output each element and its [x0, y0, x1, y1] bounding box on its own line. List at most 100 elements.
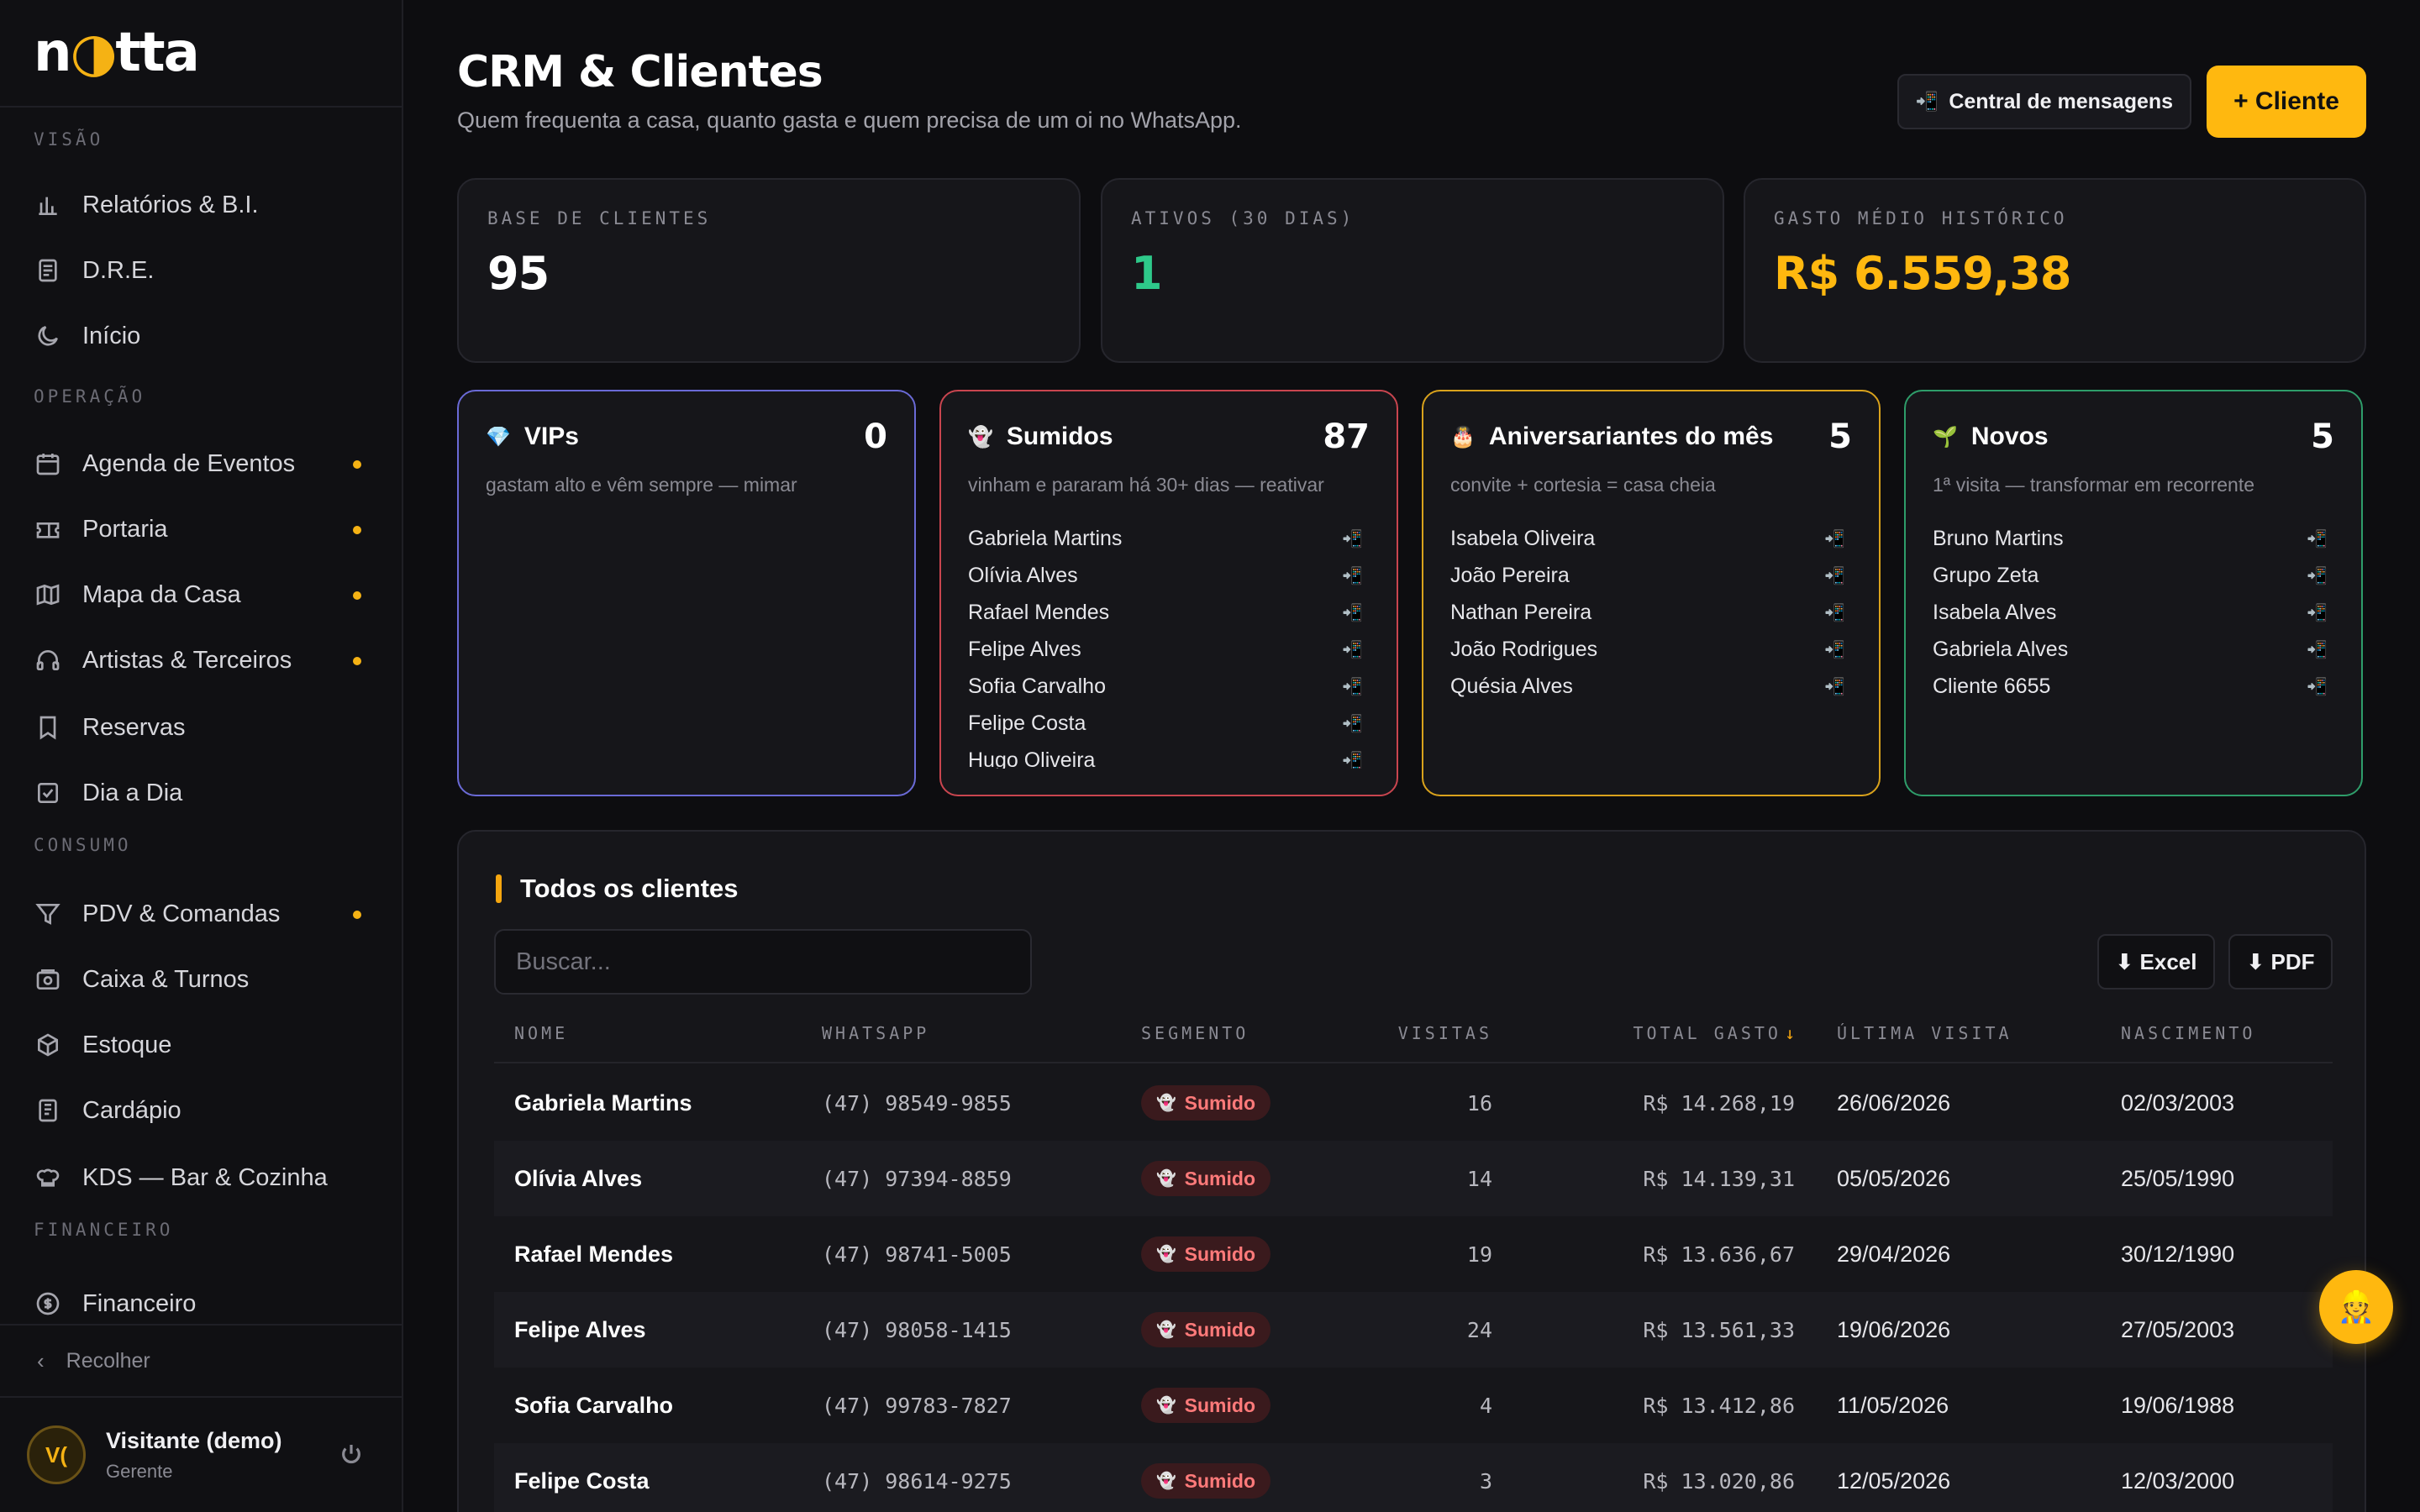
user-profile[interactable]: V( Visitante (demo) Gerente	[27, 1423, 380, 1487]
col-ultima-visita[interactable]: ÚLTIMA VISITA	[1837, 1023, 2012, 1043]
sidebar-item-d-r-e[interactable]: D.R.E.	[20, 244, 376, 297]
status-dot	[353, 911, 361, 919]
client-name[interactable]: Olívia Alves	[514, 1165, 643, 1191]
segment-aniversariantes[interactable]: 🎂 Aniversariantes do mês 5 convite + cortes…	[1422, 390, 1881, 796]
notta-logo[interactable]: n ◑ tta	[34, 22, 200, 84]
phone-icon: 📲	[1915, 91, 1939, 112]
client-name[interactable]: Rafael Mendes	[514, 1241, 674, 1267]
list-item[interactable]: João Rodrigues 📲	[1450, 631, 1852, 668]
list-item[interactable]: Isabela Alves 📲	[1933, 594, 2334, 631]
sidebar-item-reservas[interactable]: Reservas	[20, 701, 376, 754]
total-spent: R$ 13.412,86	[1643, 1393, 1795, 1418]
whatsapp-icon[interactable]: 📲	[1342, 566, 1363, 585]
whatsapp-icon[interactable]: 📲	[1342, 677, 1363, 696]
sidebar-item-financeiro[interactable]: Financeiro	[20, 1277, 376, 1331]
whatsapp-icon[interactable]: 📲	[1342, 603, 1363, 622]
table-row[interactable]: Felipe Alves (47) 98058-1415 👻 Sumido 24 R$ 1…	[494, 1292, 2333, 1368]
sidebar-item-artistas-terceiros[interactable]: Artistas & Terceiros	[20, 633, 376, 687]
list-item[interactable]: Isabela Oliveira 📲	[1450, 520, 1852, 557]
client-name[interactable]: Felipe Alves	[514, 1316, 646, 1342]
whatsapp-icon[interactable]: 📲	[1342, 751, 1363, 769]
power-icon[interactable]	[338, 1441, 365, 1468]
list-item[interactable]: Sofia Carvalho 📲	[968, 668, 1370, 705]
stat-value: 95	[487, 247, 550, 300]
whatsapp-icon[interactable]: 📲	[2307, 529, 2328, 549]
list-item[interactable]: Cliente 6655 📲	[1933, 668, 2334, 705]
whatsapp-icon[interactable]: 📲	[1342, 640, 1363, 659]
sidebar-item-agenda-de-eventos[interactable]: Agenda de Eventos	[20, 437, 376, 491]
whatsapp-icon[interactable]: 📲	[1824, 603, 1845, 622]
whatsapp-icon[interactable]: 📲	[1342, 529, 1363, 549]
whatsapp-icon[interactable]: 📲	[2307, 677, 2328, 696]
status-badge: 👻 Sumido	[1141, 1161, 1271, 1196]
client-name[interactable]: Felipe Costa	[514, 1467, 650, 1494]
sidebar: n ◑ tta VISÃO OPERAÇÃO CONSUMO FINANCEIRO …	[0, 0, 403, 1512]
status-badge: 👻 Sumido	[1141, 1312, 1271, 1347]
list-item[interactable]: Gabriela Martins 📲	[968, 520, 1370, 557]
whatsapp-icon[interactable]: 📲	[2307, 566, 2328, 585]
sidebar-item-estoque[interactable]: Estoque	[20, 1018, 376, 1072]
assistant-button[interactable]: 👷	[2319, 1270, 2393, 1344]
list-item[interactable]: Bruno Martins 📲	[1933, 520, 2334, 557]
whatsapp-icon[interactable]: 📲	[2307, 603, 2328, 622]
client-name: Rafael Mendes	[968, 600, 1110, 624]
list-item[interactable]: Nathan Pereira 📲	[1450, 594, 1852, 631]
whatsapp-icon[interactable]: 📲	[1824, 529, 1845, 549]
segment-emoji-icon: 🌱	[1933, 425, 1958, 449]
ghost-icon: 👻	[1156, 1397, 1176, 1415]
segment-novos[interactable]: 🌱 Novos 5 1ª visita — transformar em recorr…	[1904, 390, 2363, 796]
sidebar-item-cardapio[interactable]: Cardápio	[20, 1084, 376, 1137]
list-item[interactable]: Grupo Zeta 📲	[1933, 557, 2334, 594]
export-excel-button[interactable]: ⬇ Excel	[2097, 934, 2215, 990]
whatsapp-icon[interactable]: 📲	[1824, 640, 1845, 659]
list-item[interactable]: João Pereira 📲	[1450, 557, 1852, 594]
birth-date: 27/05/2003	[2121, 1316, 2235, 1342]
list-item[interactable]: Hugo Oliveira 📲	[968, 742, 1370, 769]
whatsapp-icon[interactable]: 📲	[1824, 566, 1845, 585]
sidebar-item-caixa-turnos[interactable]: Caixa & Turnos	[20, 953, 376, 1006]
sidebar-item-kds-bar-cozinha[interactable]: KDS — Bar & Cozinha	[20, 1151, 376, 1205]
segment-vips[interactable]: 💎 VIPs 0 gastam alto e vêm sempre — mimar	[457, 390, 916, 796]
list-item[interactable]: Rafael Mendes 📲	[968, 594, 1370, 631]
sidebar-item-dia-a-dia[interactable]: Dia a Dia	[20, 766, 376, 820]
search-input[interactable]	[494, 929, 1032, 995]
client-name[interactable]: Sofia Carvalho	[514, 1392, 674, 1418]
col-nome[interactable]: NOME	[514, 1023, 569, 1043]
list-item[interactable]: Gabriela Alves 📲	[1933, 631, 2334, 668]
sidebar-item-pdv-comandas[interactable]: PDV & Comandas	[20, 887, 376, 941]
col-total-gasto-label: TOTAL GASTO	[1633, 1023, 1781, 1043]
col-nascimento[interactable]: NASCIMENTO	[2121, 1023, 2256, 1043]
message-center-button[interactable]: 📲 Central de mensagens	[1897, 74, 2191, 129]
export-pdf-button[interactable]: ⬇ PDF	[2228, 934, 2333, 990]
whatsapp-icon[interactable]: 📲	[2307, 640, 2328, 659]
table-row[interactable]: Rafael Mendes (47) 98741-5005 👻 Sumido 19 R$ …	[494, 1216, 2333, 1292]
list-item[interactable]: Felipe Alves 📲	[968, 631, 1370, 668]
table-row[interactable]: Gabriela Martins (47) 98549-9855 👻 Sumido 16…	[494, 1065, 2333, 1141]
sidebar-item-mapa-da-casa[interactable]: Mapa da Casa	[20, 568, 376, 622]
col-total-gasto[interactable]: TOTAL GASTO ↓	[1634, 1023, 1796, 1043]
sidebar-item-relatorios-b-i[interactable]: Relatórios & B.I.	[20, 178, 376, 232]
last-visit: 29/04/2026	[1837, 1241, 1951, 1267]
add-client-button[interactable]: + Cliente	[2207, 66, 2366, 138]
table-row[interactable]: Olívia Alves (47) 97394-8859 👻 Sumido 14 R$ 1…	[494, 1141, 2333, 1216]
col-whatsapp[interactable]: WHATSAPP	[822, 1023, 930, 1043]
col-segmento[interactable]: SEGMENTO	[1141, 1023, 1249, 1043]
title-accent-bar	[496, 874, 502, 903]
col-visitas[interactable]: VISITAS	[1397, 1023, 1492, 1043]
sidebar-item-portaria[interactable]: Portaria	[20, 502, 376, 556]
segment-client-list	[486, 520, 887, 769]
table-row[interactable]: Felipe Costa (47) 98614-9275 👻 Sumido 3 R$ 13…	[494, 1443, 2333, 1512]
list-item[interactable]: Olívia Alves 📲	[968, 557, 1370, 594]
collapse-label: Recolher	[66, 1348, 150, 1373]
sidebar-item-inicio[interactable]: Início	[20, 309, 376, 363]
whatsapp-number: (47) 99783-7827	[822, 1393, 1012, 1418]
whatsapp-icon[interactable]: 📲	[1342, 714, 1363, 733]
sidebar-item-label: D.R.E.	[82, 256, 155, 284]
list-item[interactable]: Felipe Costa 📲	[968, 705, 1370, 742]
whatsapp-icon[interactable]: 📲	[1824, 677, 1845, 696]
table-row[interactable]: Sofia Carvalho (47) 99783-7827 👻 Sumido 4 R$ …	[494, 1368, 2333, 1443]
client-name[interactable]: Gabriela Martins	[514, 1089, 692, 1116]
list-item[interactable]: Quésia Alves 📲	[1450, 668, 1852, 705]
segment-sumidos[interactable]: 👻 Sumidos 87 vinham e pararam há 30+ dias —…	[939, 390, 1398, 796]
collapse-button[interactable]: ‹ Recolher	[37, 1342, 150, 1379]
